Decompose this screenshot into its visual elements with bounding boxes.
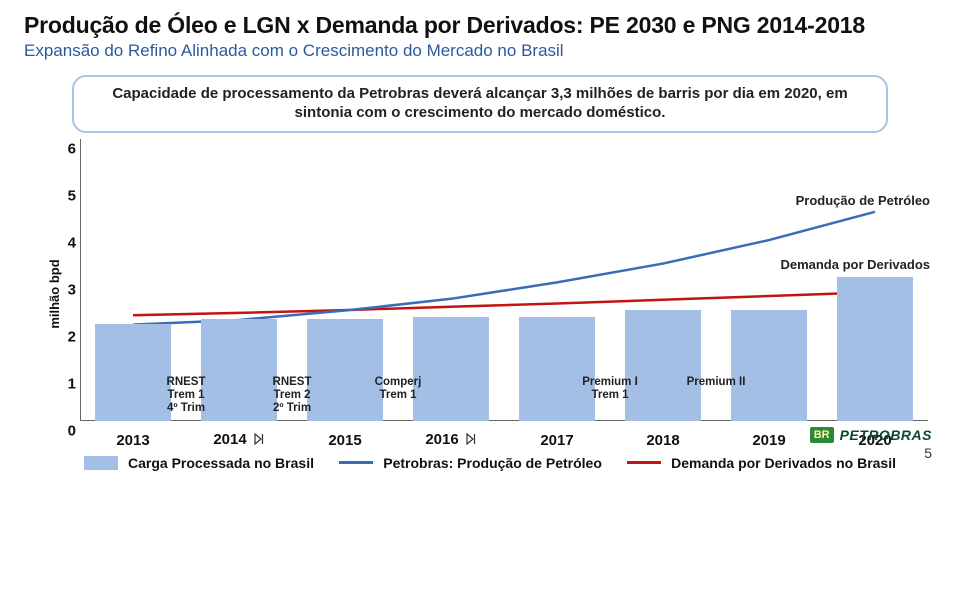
bar: [519, 317, 595, 420]
bar: [201, 319, 277, 420]
y-tick: 6: [54, 140, 76, 157]
plot-area: Produção de Petróleo Demanda por Derivado…: [80, 139, 928, 421]
legend: Carga Processada no Brasil Petrobras: Pr…: [84, 455, 896, 471]
legend-prod: Petrobras: Produção de Petróleo: [339, 455, 602, 471]
chart: milhão bpd Produção de PetróleoDemanda p…: [28, 139, 928, 449]
x-tick: 2013: [83, 432, 183, 449]
legend-bar: Carga Processada no Brasil: [84, 455, 314, 471]
y-tick: 5: [54, 187, 76, 204]
forward-icon: [465, 432, 477, 449]
x-tick: 2017: [507, 432, 607, 449]
page-title: Produção de Óleo e LGN x Demanda por Der…: [24, 12, 936, 39]
legend-demanda: Demanda por Derivados no Brasil: [627, 455, 896, 471]
bar-annotation: RNESTTrem 22º Trim: [273, 376, 312, 416]
y-tick: 1: [54, 375, 76, 392]
bar: [307, 319, 383, 420]
forward-icon: [253, 432, 265, 449]
x-axis: 20132014201520162017201820192020: [80, 421, 928, 449]
y-tick: 0: [54, 422, 76, 439]
bar: [95, 324, 171, 420]
legend-bar-label: Carga Processada no Brasil: [128, 455, 314, 471]
page-number: 5: [924, 445, 932, 461]
prod-side-label: Produção de Petróleo: [796, 193, 930, 208]
demanda-side-label: Demanda por Derivados: [780, 257, 930, 272]
bar: [731, 310, 807, 420]
x-tick: 2016: [401, 431, 501, 449]
bar: [837, 277, 913, 420]
y-tick: 4: [54, 234, 76, 251]
callout-box: Capacidade de processamento da Petrobras…: [72, 75, 888, 133]
x-tick: 2019: [719, 432, 819, 449]
bar-annotation: Premium II: [687, 376, 746, 389]
bar: [413, 317, 489, 420]
logo-br: BR: [810, 427, 834, 443]
bar-annotation: RNESTTrem 14º Trim: [167, 376, 206, 416]
bar-annotation: ComperjTrem 1: [375, 376, 422, 402]
bar: [625, 310, 701, 420]
x-tick: 2015: [295, 432, 395, 449]
petrobras-logo: BR PETROBRAS: [810, 427, 932, 443]
x-tick: 2018: [613, 432, 713, 449]
x-tick: 2014: [189, 431, 289, 449]
y-tick: 2: [54, 328, 76, 345]
legend-prod-label: Petrobras: Produção de Petróleo: [383, 455, 602, 471]
logo-name: PETROBRAS: [840, 427, 932, 443]
prod-line: [133, 211, 875, 324]
y-tick: 3: [54, 281, 76, 298]
page-subtitle: Expansão do Refino Alinhada com o Cresci…: [24, 41, 936, 61]
bar-annotation: Premium ITrem 1: [582, 376, 638, 402]
legend-demanda-label: Demanda por Derivados no Brasil: [671, 455, 896, 471]
